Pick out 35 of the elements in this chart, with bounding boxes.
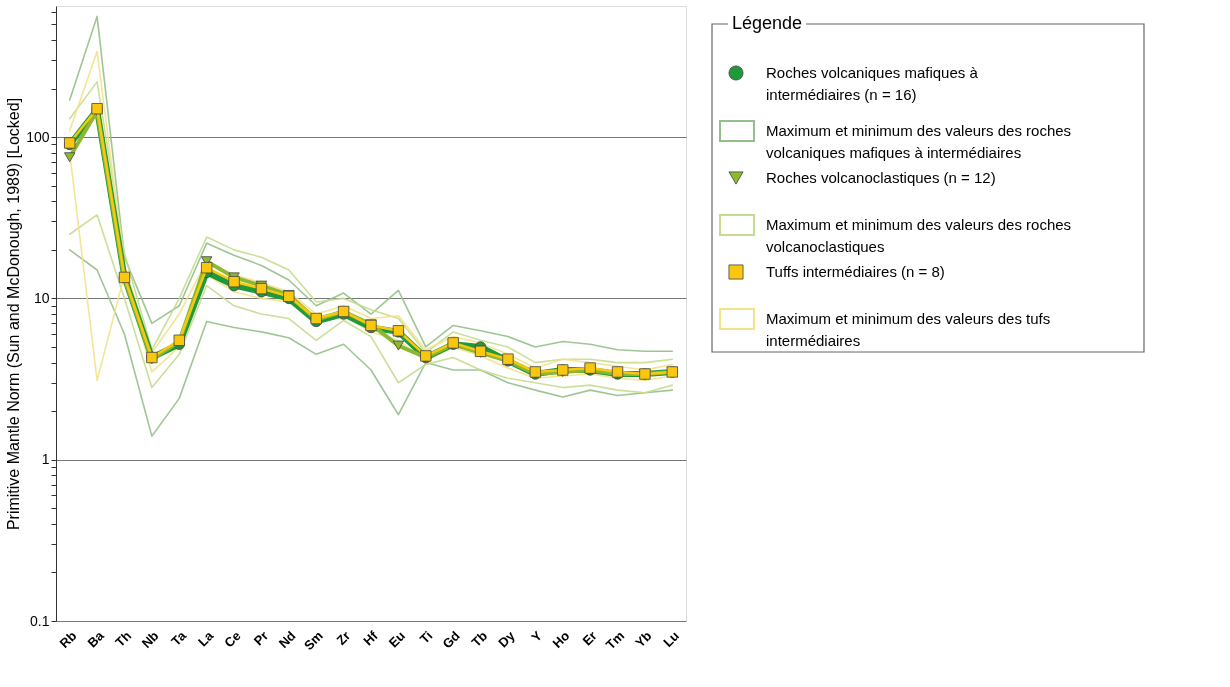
- x-tick-label: Ho: [549, 628, 573, 651]
- y-tick-label: 0.1: [30, 612, 50, 629]
- legend-title: Légende: [732, 13, 803, 33]
- x-tick-label: Nb: [138, 628, 162, 651]
- x-tick-label: Sm: [301, 628, 326, 653]
- legend-label: Maximum et minimum des valeurs des tufs intermédiaires: [766, 310, 1051, 349]
- y-tick-label: 10: [33, 289, 50, 306]
- x-tick-label: Zr: [333, 628, 354, 648]
- x-tick-label: Ba: [84, 627, 108, 651]
- x-tick-label: Tm: [602, 628, 628, 653]
- x-tick-label: Er: [579, 628, 600, 649]
- x-tick-label: Lu: [660, 628, 683, 650]
- legend-label: Roches volcaniques mafiques à intermédiaires (n = 16): [766, 64, 979, 103]
- x-tick-label: Hf: [360, 627, 382, 649]
- x-tick-label: La: [195, 627, 217, 650]
- x-tick-label: Tb: [468, 628, 491, 650]
- x-tick-label: Gd: [439, 628, 463, 652]
- y-tick-label: 1: [41, 451, 50, 468]
- y-axis-title: Primitive Mantle Norm (Sun and McDonough, 1989) [Locked]: [5, 97, 23, 531]
- x-tick-label: Th: [112, 628, 135, 650]
- x-tick-label: Ta: [168, 627, 190, 649]
- legend-label: Maximum et minimum des valeurs des roches volcanoclastiques: [766, 216, 1072, 255]
- x-tick-label: Eu: [385, 628, 409, 651]
- x-tick-label: Pr: [250, 628, 272, 649]
- x-tick-label: Yb: [632, 628, 655, 651]
- x-tick-label: Dy: [495, 627, 519, 651]
- legend-label: Tuffs intermédiaires (n = 8): [766, 263, 945, 280]
- legend-label: Maximum et minimum des valeurs des roches volcaniques mafiques à intermédiaires: [766, 122, 1072, 161]
- x-tick-label: Nd: [275, 628, 299, 651]
- legend-label: Roches volcanoclastiques (n = 12): [766, 169, 996, 186]
- y-tick-label: 100: [26, 128, 50, 145]
- x-tick-label: Ce: [221, 628, 244, 651]
- x-tick-label: Y: [528, 627, 546, 645]
- x-tick-label: Rb: [56, 628, 80, 651]
- x-tick-label: Ti: [416, 628, 436, 647]
